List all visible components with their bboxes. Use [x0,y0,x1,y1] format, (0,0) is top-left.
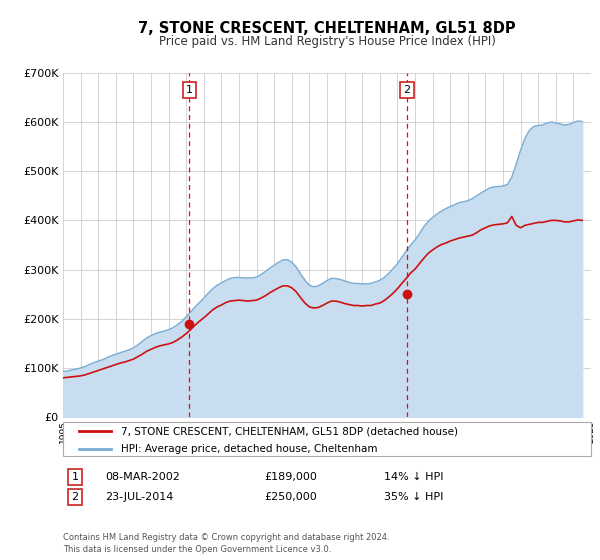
Text: This data is licensed under the Open Government Licence v3.0.: This data is licensed under the Open Gov… [63,545,331,554]
Text: £189,000: £189,000 [264,472,317,482]
Text: Contains HM Land Registry data © Crown copyright and database right 2024.: Contains HM Land Registry data © Crown c… [63,533,389,542]
FancyBboxPatch shape [63,422,591,456]
Text: Price paid vs. HM Land Registry's House Price Index (HPI): Price paid vs. HM Land Registry's House … [158,35,496,48]
Text: 35% ↓ HPI: 35% ↓ HPI [384,492,443,502]
Text: 2: 2 [404,85,410,95]
Text: HPI: Average price, detached house, Cheltenham: HPI: Average price, detached house, Chel… [121,444,377,454]
Text: 1: 1 [71,472,79,482]
Text: 2: 2 [71,492,79,502]
Text: 08-MAR-2002: 08-MAR-2002 [105,472,180,482]
Text: 23-JUL-2014: 23-JUL-2014 [105,492,173,502]
Text: 1: 1 [186,85,193,95]
Text: 7, STONE CRESCENT, CHELTENHAM, GL51 8DP: 7, STONE CRESCENT, CHELTENHAM, GL51 8DP [138,21,516,36]
Text: 7, STONE CRESCENT, CHELTENHAM, GL51 8DP (detached house): 7, STONE CRESCENT, CHELTENHAM, GL51 8DP … [121,426,458,436]
Text: 14% ↓ HPI: 14% ↓ HPI [384,472,443,482]
Text: £250,000: £250,000 [264,492,317,502]
